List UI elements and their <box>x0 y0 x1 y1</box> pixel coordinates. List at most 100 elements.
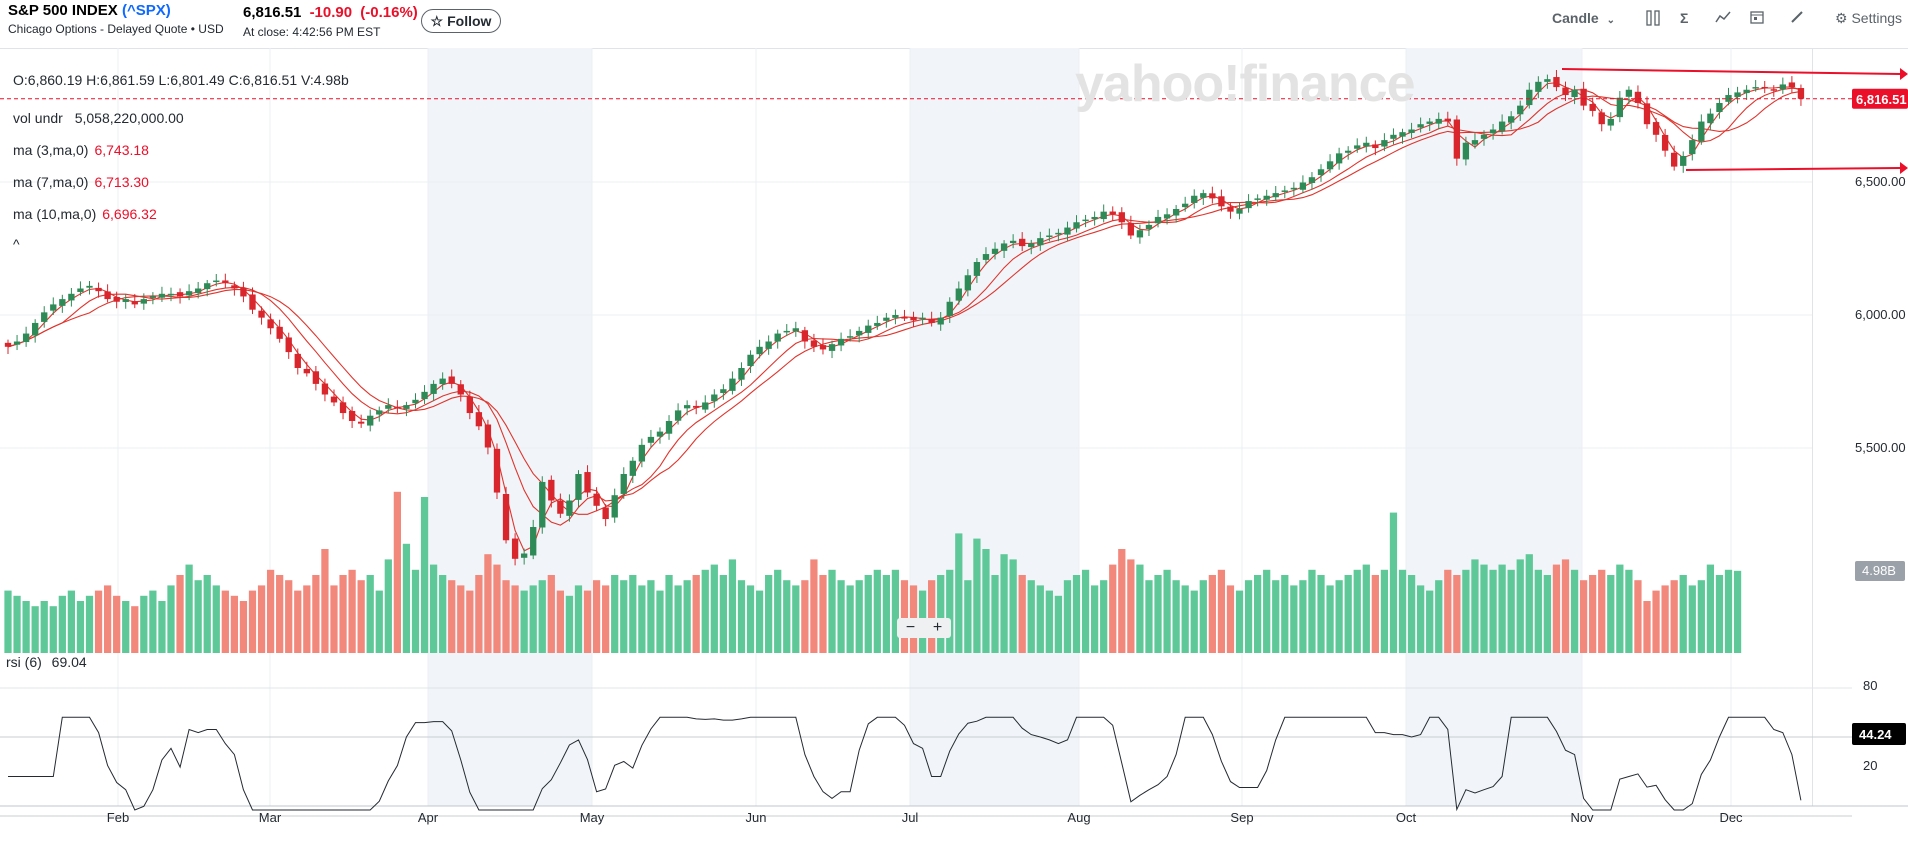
candle-body <box>466 396 473 414</box>
volume-bar <box>728 559 737 653</box>
volume-bar <box>1308 569 1316 653</box>
volume-bar <box>1688 585 1696 653</box>
chart-area[interactable]: Feb Mar Apr May Jun Jul Aug Sep Oct Nov Dec 6,500.0… <box>0 48 1908 842</box>
candle-body <box>1145 224 1153 230</box>
volume-bar <box>592 580 601 653</box>
candle-body <box>222 280 229 284</box>
volume-bar <box>1272 580 1280 653</box>
ohlc-legend: O:6,860.19 H:6,861.59 L:6,801.49 C:6,816… <box>13 72 349 88</box>
volume-bar <box>294 590 302 653</box>
volume-bar <box>1281 575 1289 653</box>
candle-body <box>140 299 147 304</box>
candle-body <box>403 405 410 409</box>
volume-bar <box>266 569 275 653</box>
candle-body <box>964 275 972 291</box>
volume-bar <box>837 580 845 653</box>
volume-bar <box>765 575 773 653</box>
rsi-level-label: 80 <box>1863 678 1877 693</box>
settings-button[interactable]: ⚙ Settings <box>1835 10 1902 27</box>
price-chart[interactable]: Feb Mar Apr May Jun Jul Aug Sep Oct Nov Dec 6,500.0… <box>0 48 1908 842</box>
candle-body <box>892 315 899 318</box>
volume-legend[interactable]: vol undr 5,058,220,000.00 <box>13 110 184 126</box>
volume-bar <box>1018 575 1026 653</box>
ticker-symbol[interactable]: (^SPX) <box>121 2 171 19</box>
annotation-arrow <box>1561 68 1901 75</box>
indicator-icon[interactable] <box>1715 10 1731 27</box>
volume-bar <box>502 580 510 653</box>
candle-body <box>1707 113 1714 124</box>
chart-type-dropdown[interactable]: Candle ⌄ <box>1552 10 1615 26</box>
volume-bar <box>4 590 12 653</box>
volume-bar <box>1199 580 1207 653</box>
ma7-legend[interactable]: ma (7,ma,0) 6,713.30 <box>13 174 149 190</box>
candle-body <box>1680 156 1687 166</box>
y-tick-label: 6,500.00 <box>1855 174 1906 189</box>
candle-body <box>1779 84 1787 90</box>
candle-body <box>1544 79 1551 82</box>
volume-bar <box>1444 569 1452 653</box>
volume-bar <box>439 575 447 653</box>
volume-bar <box>746 585 755 653</box>
volume-bar <box>547 575 555 653</box>
volume-bar <box>212 585 220 653</box>
volume-bar <box>239 601 248 653</box>
volume-bar <box>1389 512 1398 653</box>
zoom-in-button[interactable]: + <box>932 619 943 636</box>
rsi-legend[interactable]: rsi (6) 69.04 <box>6 654 87 670</box>
volume-bar <box>58 595 66 653</box>
volume-bar <box>475 575 483 653</box>
ma3-legend[interactable]: ma (3,ma,0) 6,743.18 <box>13 142 149 158</box>
volume-bar <box>928 580 936 653</box>
candle-body <box>738 368 745 380</box>
volume-bar <box>774 569 782 653</box>
draw-icon[interactable] <box>1790 10 1804 27</box>
calendar-icon[interactable] <box>1750 10 1764 27</box>
volume-bar <box>312 575 320 653</box>
candle-body <box>1480 134 1488 139</box>
candle-body <box>774 333 781 342</box>
volume-bar <box>402 543 411 653</box>
follow-button[interactable]: ☆ Follow <box>421 9 501 33</box>
volume-bar <box>330 585 338 653</box>
candle-body <box>765 341 772 349</box>
volume-bar <box>900 580 909 653</box>
volume-bar <box>647 580 655 653</box>
candle-body <box>493 448 501 493</box>
volume-bar <box>131 606 139 653</box>
volume-bar <box>1380 569 1389 653</box>
ma10-value: 6,696.32 <box>102 206 157 222</box>
candle-body <box>557 500 564 514</box>
candle-body <box>1299 182 1307 190</box>
candle-body <box>1797 88 1805 99</box>
candle-body <box>204 283 211 290</box>
x-tick-label: Feb <box>107 810 129 825</box>
volume-bar <box>384 559 392 653</box>
x-tick-label: Mar <box>259 810 282 825</box>
candle-body <box>430 383 437 394</box>
candle-body <box>1064 227 1071 235</box>
price-block: 6,816.51 -10.90 (-0.16%) <box>243 4 418 21</box>
candle-body <box>31 322 39 336</box>
candle-body <box>1417 124 1424 128</box>
candle-body <box>837 338 845 346</box>
volume-bar <box>1154 575 1162 653</box>
volume-bar <box>420 497 429 653</box>
candle-body <box>1236 209 1243 214</box>
volume-bar <box>1480 564 1488 653</box>
last-price-badge <box>1852 88 1908 109</box>
candle-body <box>1462 142 1470 160</box>
zoom-out-button[interactable]: − <box>905 619 916 636</box>
compare-icon[interactable] <box>1646 10 1660 29</box>
candle-body <box>502 493 510 541</box>
candle-body <box>928 318 935 323</box>
volume-bar <box>855 580 863 653</box>
x-tick-label: Apr <box>418 810 439 825</box>
sigma-icon[interactable]: Σ <box>1680 10 1689 26</box>
ma3-label: ma (3,ma,0) <box>13 142 89 158</box>
collapse-legend-icon[interactable]: ^ <box>13 236 20 252</box>
candle-body <box>41 312 48 322</box>
ma10-legend[interactable]: ma (10,ma,0) 6,696.32 <box>13 206 157 222</box>
candle-body <box>1616 97 1624 118</box>
volume-bar <box>1072 575 1081 653</box>
volume-bar <box>303 585 311 653</box>
